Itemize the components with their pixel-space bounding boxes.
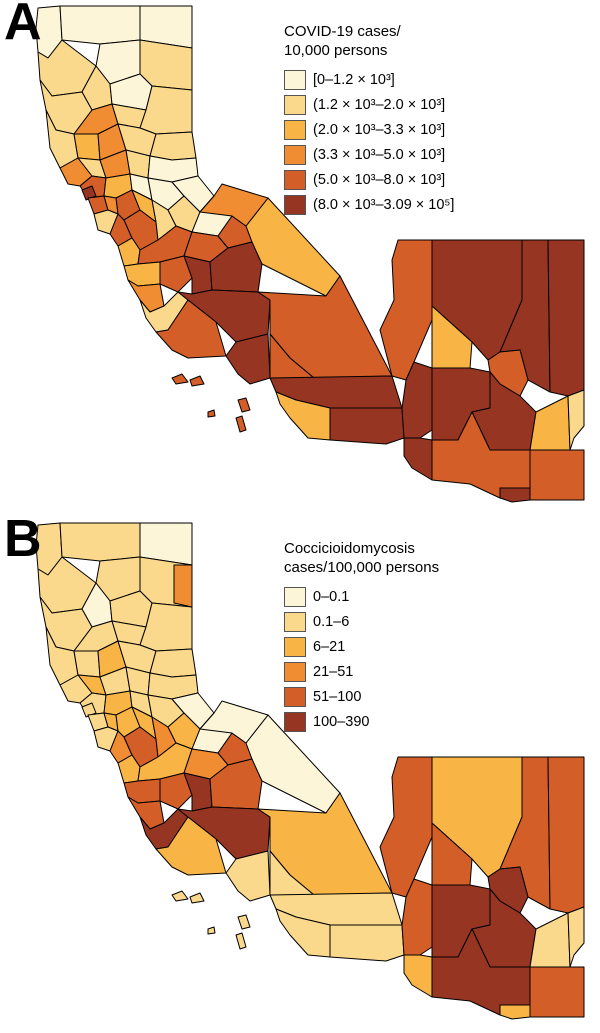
county-region bbox=[155, 299, 227, 359]
county-region bbox=[547, 756, 585, 914]
county-region bbox=[73, 650, 101, 678]
county-region bbox=[207, 926, 216, 935]
county-region bbox=[379, 239, 433, 381]
legend-label: 0–0.1 bbox=[313, 588, 350, 605]
county-region bbox=[567, 906, 585, 968]
legend-label: 51–100 bbox=[313, 688, 362, 705]
legend-item: 6–21 bbox=[284, 634, 439, 659]
legend-title-line: 10,000 persons bbox=[284, 42, 388, 59]
county-region bbox=[403, 954, 433, 998]
county-region bbox=[171, 373, 189, 385]
legend-item: (5.0 × 10³–8.0 × 10³] bbox=[284, 167, 454, 192]
legend-label: 100–390 bbox=[313, 713, 370, 730]
legend-label: (5.0 × 10³–8.0 × 10³] bbox=[313, 171, 446, 188]
legend-item: (1.2 × 10³–2.0 × 10³] bbox=[284, 92, 454, 117]
county-region bbox=[529, 912, 571, 968]
county-region bbox=[529, 395, 571, 451]
county-region bbox=[329, 407, 405, 445]
legend-item: (3.3 × 10³–5.0 × 10³] bbox=[284, 142, 454, 167]
map-a-svg bbox=[35, 5, 585, 503]
panel-letter: B bbox=[4, 510, 42, 568]
county-region bbox=[529, 966, 585, 1018]
panel-b-cocci-map: B Coccicioidomycosis cases/100,000 perso… bbox=[0, 513, 600, 1033]
county-region bbox=[189, 375, 205, 387]
legend-swatch bbox=[284, 686, 306, 707]
legend-item: 0–0.1 bbox=[284, 584, 439, 609]
panel-a-covid-map: A COVID-19 cases/ 10,000 persons [0–1.2 … bbox=[0, 0, 600, 516]
county-region bbox=[225, 333, 271, 385]
county-region bbox=[149, 648, 197, 678]
county-region bbox=[237, 397, 251, 413]
county-region bbox=[59, 522, 141, 562]
county-region bbox=[73, 133, 101, 161]
county-region bbox=[379, 756, 433, 898]
county-region bbox=[547, 239, 585, 397]
legend-label: (1.2 × 10³–2.0 × 10³] bbox=[313, 96, 446, 113]
county-region bbox=[173, 564, 193, 608]
county-region bbox=[189, 892, 205, 904]
legend-item: 0.1–6 bbox=[284, 609, 439, 634]
legend-swatch bbox=[284, 661, 306, 682]
county-region bbox=[199, 700, 269, 744]
county-region bbox=[275, 908, 331, 958]
map-b-svg bbox=[35, 522, 585, 1020]
county-region bbox=[499, 1004, 531, 1020]
county-region bbox=[529, 449, 585, 501]
legend-item: 51–100 bbox=[284, 684, 439, 709]
legend-label: (2.0 × 10³–3.3 × 10³] bbox=[313, 121, 446, 138]
legend-swatch bbox=[284, 611, 306, 632]
legend-label: 6–21 bbox=[313, 638, 346, 655]
legend-title-line: Coccicioidomycosis bbox=[284, 540, 415, 557]
legend-title-line: COVID-19 cases/ bbox=[284, 23, 401, 40]
county-region bbox=[235, 932, 247, 950]
legend-label: (8.0 × 10³–3.09 × 10⁵] bbox=[313, 196, 455, 213]
legend-label: 0.1–6 bbox=[313, 613, 350, 630]
legend-label: (3.3 × 10³–5.0 × 10³] bbox=[313, 146, 446, 163]
county-region bbox=[159, 255, 193, 293]
legend-swatch bbox=[284, 586, 306, 607]
legend: COVID-19 cases/ 10,000 persons [0–1.2 × … bbox=[284, 22, 454, 217]
county-region bbox=[171, 890, 189, 902]
county-region bbox=[237, 914, 251, 930]
county-region bbox=[207, 409, 216, 418]
county-region bbox=[159, 772, 193, 810]
county-region bbox=[199, 183, 269, 227]
county-region bbox=[235, 415, 247, 433]
legend-item: (2.0 × 10³–3.3 × 10³] bbox=[284, 117, 454, 142]
legend-swatch bbox=[284, 144, 306, 165]
panel-letter: A bbox=[4, 0, 42, 51]
legend-swatch bbox=[284, 119, 306, 140]
legend-swatch bbox=[284, 194, 306, 215]
legend-item: 100–390 bbox=[284, 709, 439, 734]
legend-item: [0–1.2 × 10³] bbox=[284, 67, 454, 92]
county-region bbox=[403, 437, 433, 481]
legend: Coccicioidomycosis cases/100,000 persons… bbox=[284, 539, 439, 734]
county-region bbox=[149, 131, 197, 161]
county-region bbox=[329, 924, 405, 962]
legend-label: [0–1.2 × 10³] bbox=[313, 71, 395, 88]
county-region bbox=[155, 816, 227, 876]
county-region bbox=[81, 702, 97, 718]
county-region bbox=[567, 389, 585, 451]
legend-item: 21–51 bbox=[284, 659, 439, 684]
county-region bbox=[275, 391, 331, 441]
legend-swatch bbox=[284, 169, 306, 190]
legend-label: 21–51 bbox=[313, 663, 354, 680]
county-region bbox=[81, 185, 97, 201]
county-region bbox=[59, 5, 141, 45]
legend-swatch bbox=[284, 711, 306, 732]
legend-swatch bbox=[284, 94, 306, 115]
legend-swatch bbox=[284, 636, 306, 657]
legend-swatch bbox=[284, 69, 306, 90]
county-region bbox=[499, 487, 531, 503]
legend-item: (8.0 × 10³–3.09 × 10⁵] bbox=[284, 192, 454, 217]
county-region bbox=[225, 850, 271, 902]
legend-title-line: cases/100,000 persons bbox=[284, 559, 440, 576]
